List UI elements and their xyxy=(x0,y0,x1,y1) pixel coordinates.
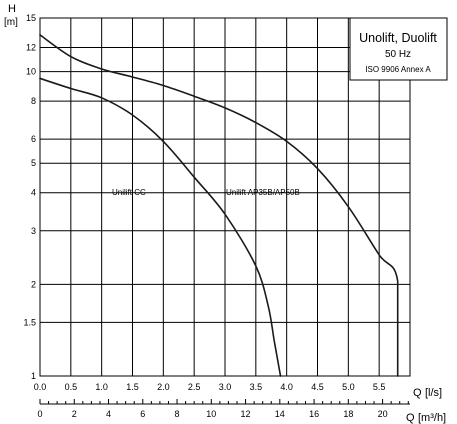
info-box-frame xyxy=(349,17,448,81)
x2-axis-label: Q xyxy=(406,412,415,424)
info-box: Unolift, Duolift 50 Hz ISO 9906 Annex A xyxy=(349,17,448,81)
y-axis-unit: [m] xyxy=(4,17,18,28)
x2-tick-label: 0 xyxy=(37,409,42,419)
y-tick-label: 1.5 xyxy=(23,317,36,327)
x2-tick-label: 6 xyxy=(140,409,145,419)
x-tick-label: 5.0 xyxy=(342,382,355,392)
x-tick-label: 2.0 xyxy=(157,382,170,392)
info-box-title: Unolift, Duolift xyxy=(359,31,437,45)
x-tick-label: 5.5 xyxy=(373,382,386,392)
x2-tick-label: 12 xyxy=(241,409,251,419)
y-tick-label: 5 xyxy=(31,158,36,168)
x2-tick-label: 4 xyxy=(106,409,111,419)
info-box-standard: ISO 9906 Annex A xyxy=(365,65,431,74)
x2-tick-label: 2 xyxy=(72,409,77,419)
y-tick-label: 8 xyxy=(31,96,36,106)
plot-frame xyxy=(39,17,411,377)
x2-tick-label: 8 xyxy=(175,409,180,419)
y-tick-label: 15 xyxy=(26,13,36,23)
y-tick-label: 6 xyxy=(31,134,36,144)
tick-layer: 1 1.5 2 3 4 5 6 8 10 12 15 0.0 0.5 1.0 1.5 2.0 2.5 3.0 3.5… xyxy=(23,13,410,419)
y-tick-label: 12 xyxy=(26,42,36,52)
y-tick-label: 3 xyxy=(31,226,36,236)
x-tick-label: 1.0 xyxy=(95,382,108,392)
curve-series-1 xyxy=(39,34,399,377)
x-tick-label: 0.5 xyxy=(65,382,78,392)
y-tick-label: 2 xyxy=(31,279,36,289)
y-tick-label: 10 xyxy=(26,67,36,77)
x-tick-label: 3.5 xyxy=(250,382,263,392)
curve-layer xyxy=(39,34,399,377)
series-label-unilift-ap35b-ap50b: Unilift AP35B/AP50B xyxy=(226,188,300,197)
series-label-unilift-cc: Unilift CC xyxy=(112,188,146,197)
x2-tick-label: 14 xyxy=(275,409,285,419)
x-tick-label: 1.5 xyxy=(126,382,139,392)
curve-series-0 xyxy=(39,77,282,377)
x-tick-label: 0.0 xyxy=(34,382,47,392)
y-tick-label: 1 xyxy=(31,371,36,381)
x2-tick-label: 18 xyxy=(343,409,353,419)
x-tick-label: 3.0 xyxy=(219,382,232,392)
x-tick-label: 4.0 xyxy=(280,382,293,392)
x2-axis-unit: [m³/h] xyxy=(418,412,446,424)
x-tick-label: 4.5 xyxy=(311,382,324,392)
x-axis-unit: [l/s] xyxy=(425,387,442,399)
x-axis-label: Q xyxy=(413,387,422,399)
x2-tick-label: 20 xyxy=(378,409,388,419)
info-box-frequency: 50 Hz xyxy=(385,49,411,60)
y-tick-label: 4 xyxy=(31,188,36,198)
x2-tick-label: 16 xyxy=(309,409,319,419)
x2-tick-label: 10 xyxy=(206,409,216,419)
y-axis-label: H xyxy=(8,3,16,15)
x-tick-label: 2.5 xyxy=(188,382,201,392)
